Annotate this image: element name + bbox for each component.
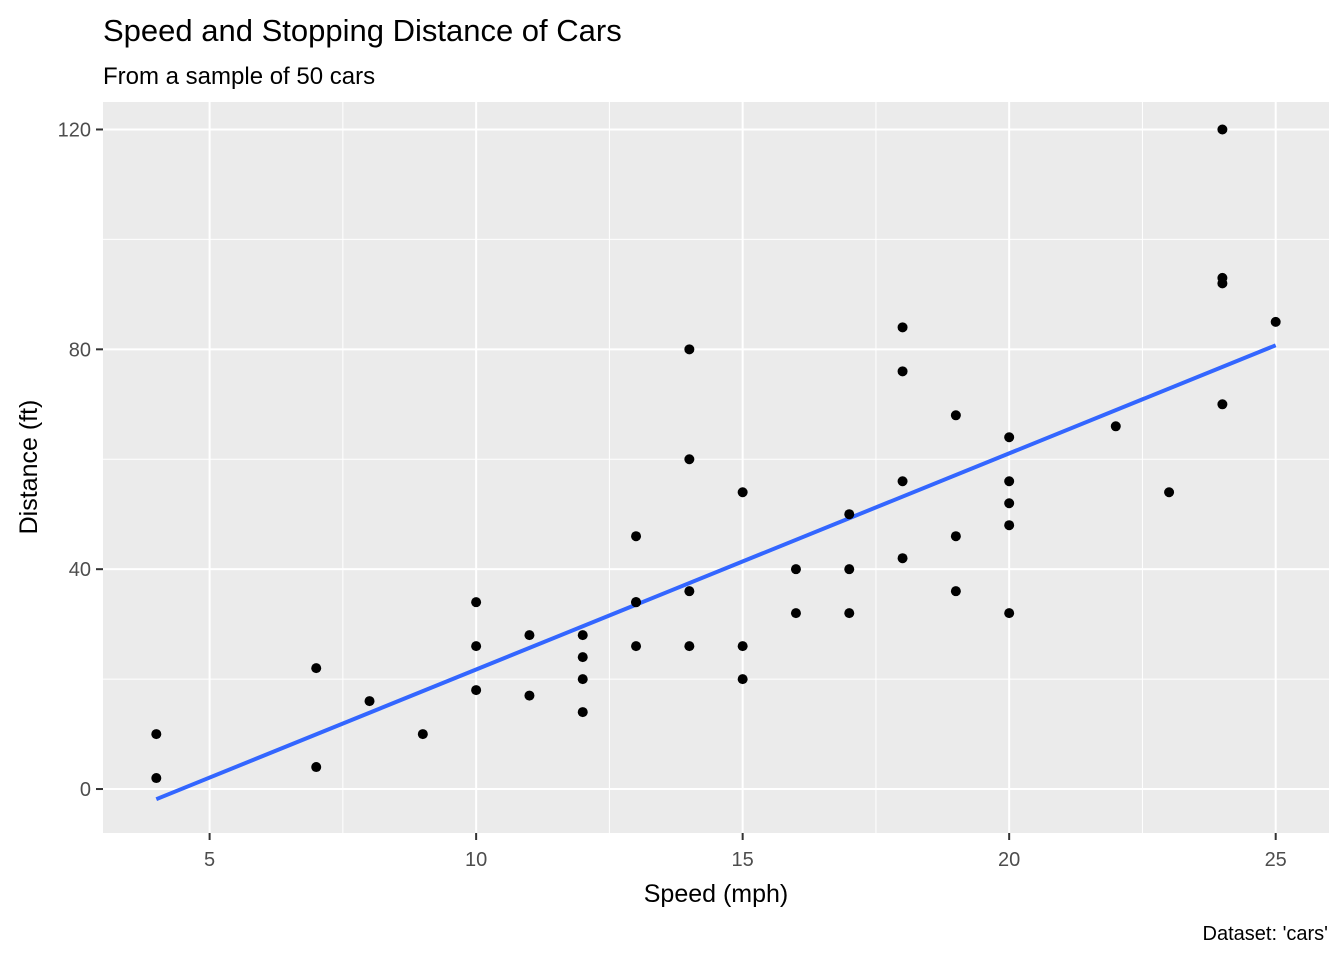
y-axis: 0 40 80 120 [58,119,103,801]
data-point [684,641,695,652]
data-point [631,641,642,652]
data-point [524,690,535,701]
data-point [950,410,961,421]
data-points [151,124,1281,784]
data-point [737,487,748,498]
data-point [364,696,375,707]
x-axis: 5 10 15 20 25 [204,833,1287,871]
x-tick-label: 25 [1265,849,1287,871]
data-point [151,773,162,784]
chart-title: Speed and Stopping Distance of Cars [103,13,622,48]
data-point [1004,432,1015,443]
data-point [1217,399,1228,410]
data-point [844,608,855,619]
plot-panel [103,102,1329,833]
data-point [950,586,961,597]
data-point [1110,421,1121,432]
data-point [524,630,535,641]
data-point [684,344,695,355]
y-tick-label: 80 [69,339,91,361]
major-gridlines [103,102,1329,833]
data-point [1164,487,1175,498]
y-tick-label: 0 [80,779,91,801]
data-point [577,707,588,718]
data-point [1270,316,1281,327]
data-point [897,322,908,333]
x-tick-label: 10 [465,849,487,871]
data-point [1004,498,1015,509]
data-point [950,531,961,542]
x-tick-label: 5 [204,849,215,871]
minor-gridlines [103,102,1329,833]
data-point [471,597,482,608]
regression-line [155,343,1277,802]
data-point [684,586,695,597]
x-tick-label: 15 [732,849,754,871]
data-point [311,762,322,773]
data-point [684,454,695,465]
data-point [151,729,162,740]
x-tick-label: 20 [998,849,1020,871]
data-point [790,608,801,619]
data-point [897,476,908,487]
data-point [844,509,855,520]
data-point [417,729,428,740]
data-point [577,652,588,663]
regression-line-layer [155,343,1277,802]
data-point [844,564,855,575]
data-point [897,553,908,564]
data-point [311,663,322,674]
chart-subtitle: From a sample of 50 cars [103,63,375,90]
data-point [897,366,908,377]
data-point [737,674,748,685]
data-point [471,685,482,696]
data-point [1004,608,1015,619]
data-point [631,531,642,542]
data-point [1004,476,1015,487]
data-point [1217,272,1228,283]
data-point [1004,520,1015,531]
chart-caption: Dataset: 'cars' [1203,923,1328,945]
data-point [577,674,588,685]
data-point [790,564,801,575]
data-point [631,597,642,608]
data-point [737,641,748,652]
data-point [471,641,482,652]
x-axis-title: Speed (mph) [644,880,789,908]
y-tick-label: 120 [58,119,91,141]
data-point [577,630,588,641]
data-point [1217,124,1228,135]
y-tick-label: 40 [69,559,91,581]
y-axis-title: Distance (ft) [15,400,43,535]
